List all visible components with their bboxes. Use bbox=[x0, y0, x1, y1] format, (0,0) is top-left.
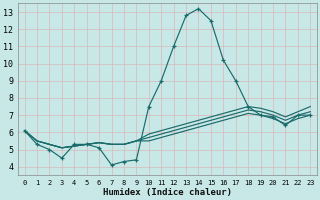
X-axis label: Humidex (Indice chaleur): Humidex (Indice chaleur) bbox=[103, 188, 232, 197]
